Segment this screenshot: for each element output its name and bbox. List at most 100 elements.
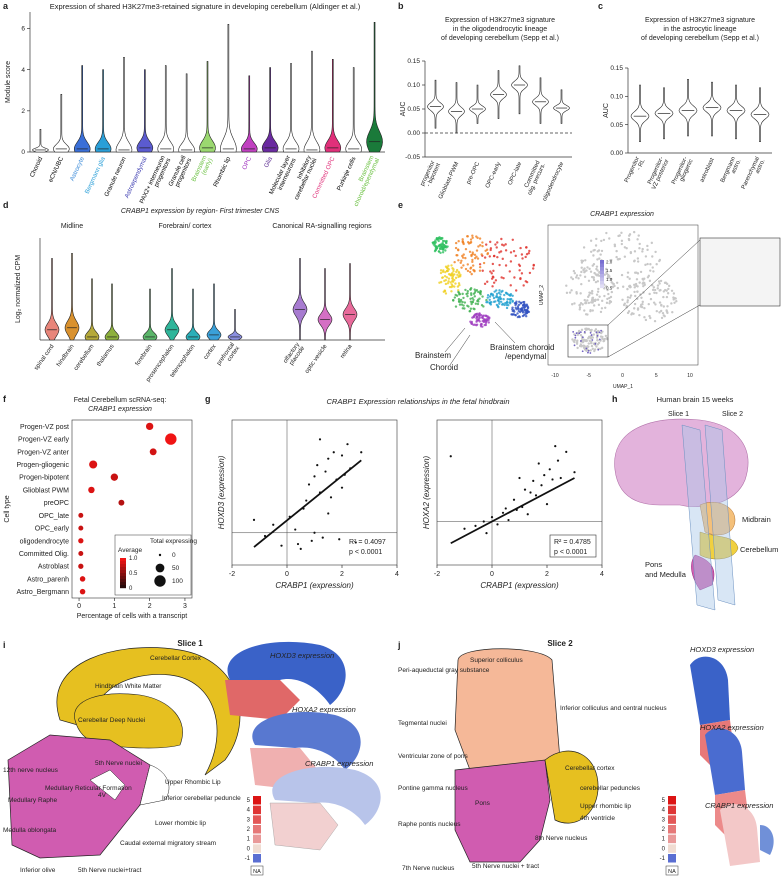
umap-cell bbox=[575, 332, 578, 335]
umap-cell bbox=[483, 323, 486, 327]
umap-cell bbox=[482, 314, 486, 317]
umap-cell bbox=[592, 304, 596, 307]
cerebellum bbox=[699, 531, 739, 560]
umap-cell bbox=[485, 248, 489, 251]
umap-cell bbox=[579, 292, 582, 295]
umap-cell bbox=[587, 349, 590, 352]
umap-cell bbox=[615, 249, 618, 253]
umap-cell bbox=[673, 301, 676, 304]
umap-cell bbox=[634, 282, 638, 286]
y-tick-label: preOPC bbox=[44, 500, 69, 507]
umap-cell bbox=[646, 244, 649, 248]
umap-cell bbox=[644, 263, 647, 267]
point bbox=[252, 518, 256, 521]
umap-cell bbox=[444, 270, 447, 274]
violin bbox=[206, 283, 222, 341]
heatmap-shape bbox=[690, 656, 730, 725]
umap-cell bbox=[457, 282, 461, 285]
violin bbox=[303, 50, 321, 153]
umap-cell bbox=[626, 287, 629, 291]
umap-cell bbox=[513, 301, 517, 305]
legend-tick: 1.0 bbox=[129, 556, 138, 562]
umap-cell bbox=[603, 273, 606, 276]
zoom-box bbox=[567, 324, 609, 358]
umap-cell bbox=[576, 346, 579, 350]
annotation: R² = 0.4097 bbox=[349, 539, 386, 546]
umap-cell bbox=[580, 340, 582, 342]
legend-title: Total expressing bbox=[150, 538, 197, 545]
scale-swatch bbox=[668, 805, 676, 815]
umap-cell bbox=[607, 292, 610, 296]
umap-cell bbox=[509, 284, 512, 287]
annotation: p < 0.0001 bbox=[554, 549, 587, 556]
region-label: 5th Nerve nuclei bbox=[95, 760, 142, 767]
heatmap-shape bbox=[272, 766, 381, 825]
umap-cell bbox=[496, 241, 499, 244]
dot bbox=[149, 448, 157, 456]
umap-cell bbox=[457, 297, 461, 301]
x-tick-label: 0 bbox=[77, 603, 81, 610]
umap-cell bbox=[654, 250, 657, 254]
umap-cell bbox=[599, 331, 603, 335]
umap-cell bbox=[598, 295, 601, 298]
x-tick-label: OPC-late bbox=[507, 161, 523, 186]
zoom-lines bbox=[607, 239, 701, 358]
cerebrum bbox=[614, 418, 749, 508]
violin bbox=[342, 263, 358, 341]
umap-cell bbox=[462, 296, 465, 300]
x-tick-label: Choroid bbox=[29, 155, 45, 178]
region-label: Peri-aqueductal gray substance bbox=[398, 667, 490, 674]
umap-cell bbox=[573, 271, 577, 275]
umap-cell bbox=[502, 276, 505, 280]
umap-cell bbox=[481, 244, 484, 248]
umap-cell bbox=[600, 299, 604, 303]
violin bbox=[157, 65, 174, 153]
umap-cell bbox=[672, 292, 676, 295]
x-tick-label: eCN/UBC bbox=[47, 155, 65, 183]
x-tick-label: Bergmannastro. bbox=[720, 156, 743, 186]
umap-cell bbox=[592, 263, 596, 266]
panel-letter: g bbox=[205, 394, 211, 404]
umap-cell bbox=[473, 253, 477, 256]
region-label: Tegmental nuclei bbox=[398, 720, 447, 727]
y-tick-label: 4 bbox=[21, 67, 25, 74]
umap-cell bbox=[651, 255, 654, 258]
panel-letter: a bbox=[3, 1, 9, 11]
umap-cell bbox=[636, 308, 640, 311]
umap-cell bbox=[644, 318, 648, 322]
umap-cell bbox=[485, 298, 488, 302]
umap-cell bbox=[594, 280, 598, 284]
umap-cell bbox=[610, 290, 614, 294]
color-bar bbox=[120, 576, 126, 580]
point bbox=[340, 454, 344, 457]
umap-cell bbox=[597, 348, 600, 351]
umap-cell bbox=[594, 342, 597, 345]
umap-cell bbox=[578, 308, 581, 311]
umap-cell bbox=[528, 249, 531, 253]
umap-cell bbox=[462, 264, 465, 267]
umap-cell bbox=[604, 306, 607, 309]
umap-cell bbox=[461, 256, 465, 259]
brain-label: and Medulla bbox=[645, 570, 687, 579]
chart-subtitle: in the astrocytic lineage bbox=[663, 26, 736, 33]
umap-cell bbox=[636, 297, 639, 300]
plot-frame bbox=[436, 419, 603, 566]
umap-cell bbox=[606, 275, 610, 278]
umap-cell bbox=[521, 314, 525, 318]
umap-cell bbox=[611, 285, 614, 289]
x-tick-label: Rhombic lip bbox=[212, 155, 232, 188]
umap-cell bbox=[504, 264, 508, 267]
region-label: 8th Nerve nucleus bbox=[535, 835, 588, 842]
x-tick-label: olfactoryplacode bbox=[282, 341, 307, 368]
umap-cell bbox=[615, 281, 619, 284]
umap-panel: CRABP1 expression Brainstem Brainstem ch… bbox=[415, 211, 781, 390]
umap-cell bbox=[595, 265, 599, 268]
umap-cell bbox=[433, 241, 436, 244]
umap-cell bbox=[525, 253, 529, 256]
umap-pointer bbox=[444, 321, 516, 366]
chart-subtitle: of developing cerebellum (Sepp et al.) bbox=[441, 35, 559, 42]
umap-cell bbox=[574, 336, 577, 339]
umap-cell bbox=[470, 322, 474, 325]
umap-cell bbox=[439, 271, 443, 275]
heatmap-shape bbox=[227, 641, 346, 705]
